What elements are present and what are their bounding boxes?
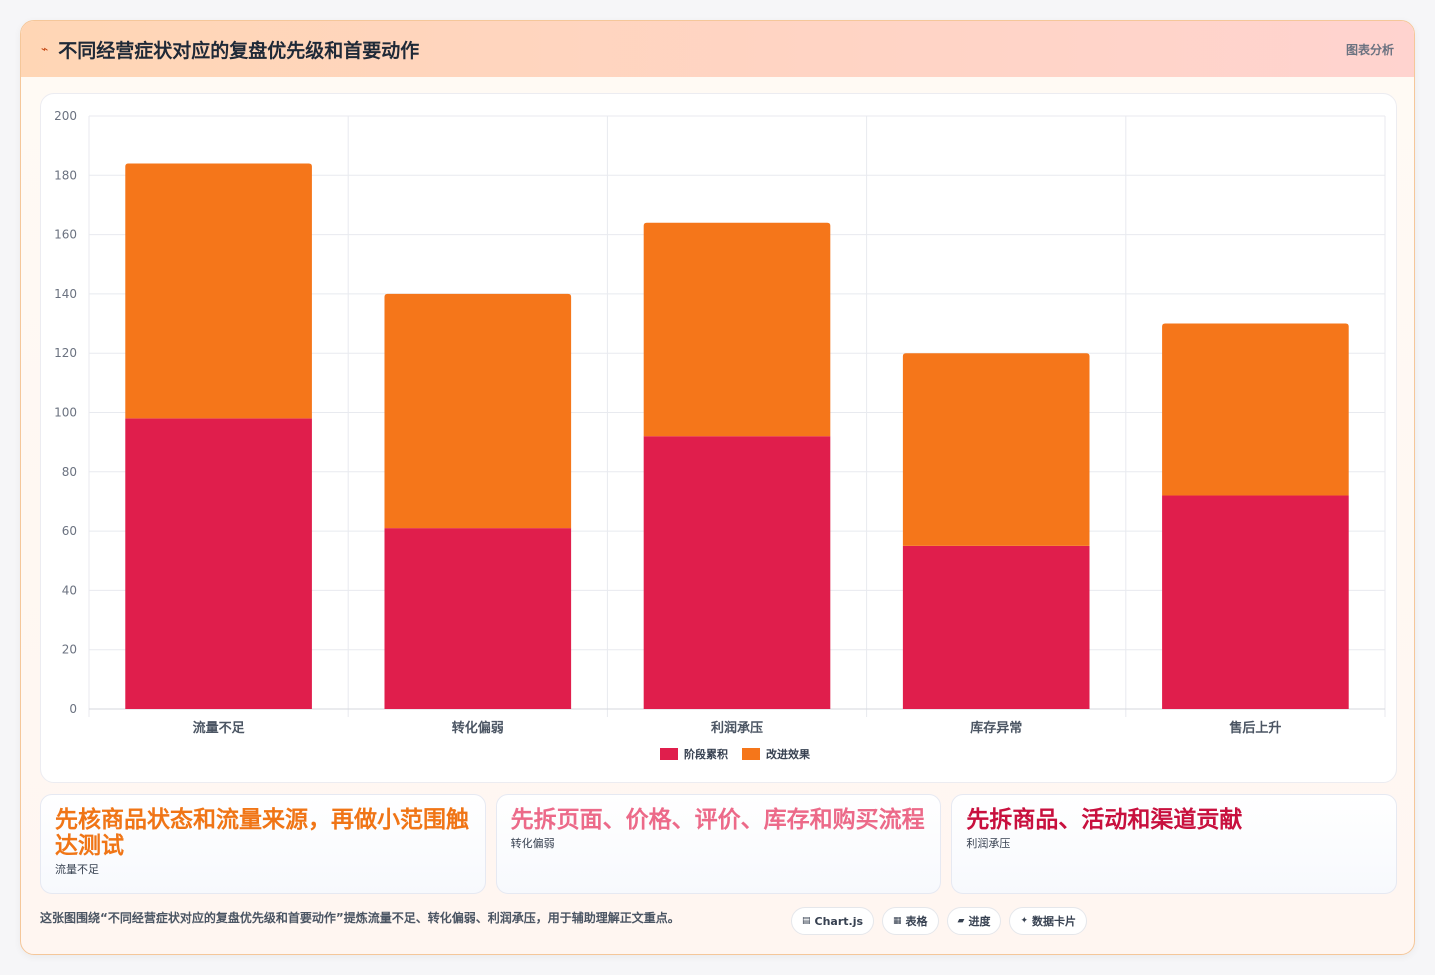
bar-segment <box>1162 323 1349 496</box>
insight-label: 利润承压 <box>966 837 1011 850</box>
chip-chartjs[interactable]: ▤ Chart.js <box>791 907 875 935</box>
sparkle-icon: ✦ <box>1020 916 1029 926</box>
insight-label: 流量不足 <box>55 863 99 876</box>
y-tick-label: 200 <box>54 109 77 123</box>
y-tick-label: 140 <box>54 287 77 301</box>
bar-segment <box>902 545 1090 709</box>
table-icon: ▦ <box>893 916 902 926</box>
chip-label: Chart.js <box>814 914 864 928</box>
y-tick-label: 80 <box>62 465 77 479</box>
y-tick-label: 180 <box>54 168 77 182</box>
chip-data-card[interactable]: ✦ 数据卡片 <box>1009 907 1088 935</box>
x-tick-label: 流量不足 <box>193 720 246 736</box>
progress-icon: ▰ <box>957 916 965 926</box>
y-tick-label: 20 <box>62 643 77 657</box>
chart-card: ⌁ 不同经营症状对应的复盘优先级和首要动作 图表分析 0 20 40 60 80 100 1… <box>20 20 1415 955</box>
x-tick-label: 库存异常 <box>970 720 1022 736</box>
bar-segment <box>902 353 1090 546</box>
insight-card: 先拆页面、价格、评价、库存和购买流程 转化偏弱 <box>495 794 942 894</box>
insight-card: 先核商品状态和流量来源，再做小范围触达测试 流量不足 <box>40 794 486 894</box>
legend-swatch <box>660 748 678 760</box>
chart-line-icon: ⌁ <box>41 42 49 56</box>
y-tick-label: 40 <box>62 583 77 597</box>
chip-label: 数据卡片 <box>1032 915 1077 928</box>
y-tick-label: 160 <box>54 228 77 242</box>
y-tick-label: 60 <box>62 524 77 538</box>
insight-label: 转化偏弱 <box>510 837 555 850</box>
bar-segment <box>384 528 572 709</box>
bar-segment <box>384 293 572 529</box>
card-title: 不同经营症状对应的复盘优先级和首要动作 <box>58 39 420 62</box>
chip-table[interactable]: ▦ 表格 <box>882 907 939 935</box>
chip-label: 表格 <box>905 915 928 928</box>
insight-headline: 先拆商品、活动和渠道贡献 <box>966 807 1243 833</box>
insight-card: 先拆商品、活动和渠道贡献 利润承压 <box>951 794 1398 894</box>
legend-label: 阶段累积 <box>684 747 728 761</box>
chart-icon: ▤ <box>802 916 811 926</box>
chip-label: 进度 <box>968 915 991 928</box>
insight-cards: 先核商品状态和流量来源，再做小范围触达测试 流量不足 先拆页面、价格、评价、库存… <box>40 794 1398 894</box>
bar-segment <box>643 222 831 437</box>
stacked-bar-chart: 0 20 40 60 80 100 120 140 160 180 200 流量不足 转化偏弱 利润承压 库… <box>54 109 1386 761</box>
y-tick-label: 0 <box>69 702 77 716</box>
chip-progress[interactable]: ▰ 进度 <box>946 907 1002 935</box>
bar-segment <box>125 163 312 419</box>
card-header: ⌁ 不同经营症状对应的复盘优先级和首要动作 图表分析 <box>21 21 1414 77</box>
bar-segment <box>1162 495 1349 709</box>
legend-swatch <box>742 748 760 760</box>
insight-headline: 先拆页面、价格、评价、库存和购买流程 <box>510 807 925 833</box>
x-tick-label: 利润承压 <box>711 720 763 736</box>
legend-label: 改进效果 <box>766 747 810 761</box>
bar-segment <box>643 436 831 709</box>
chart-analysis-tag: 图表分析 <box>1345 43 1394 57</box>
x-tick-label: 转化偏弱 <box>452 720 504 736</box>
insight-headline: 先核商品状态和流量来源，再做小范围触达测试 <box>55 807 469 859</box>
y-tick-label: 120 <box>54 346 77 360</box>
chart-caption: 这张图围绕“不同经营症状对应的复盘优先级和首要动作”提炼流量不足、转化偏弱、利润… <box>40 911 680 925</box>
x-tick-label: 售后上升 <box>1229 720 1281 736</box>
chart-panel: 0 20 40 60 80 100 120 140 160 180 200 流量不足 转化偏弱 利润承压 库… <box>40 93 1397 783</box>
tech-chips: ▤ Chart.js ▦ 表格 ▰ 进度 ✦ 数据卡片 <box>791 907 1088 935</box>
y-tick-label: 100 <box>54 406 77 420</box>
bar-segment <box>125 418 312 709</box>
